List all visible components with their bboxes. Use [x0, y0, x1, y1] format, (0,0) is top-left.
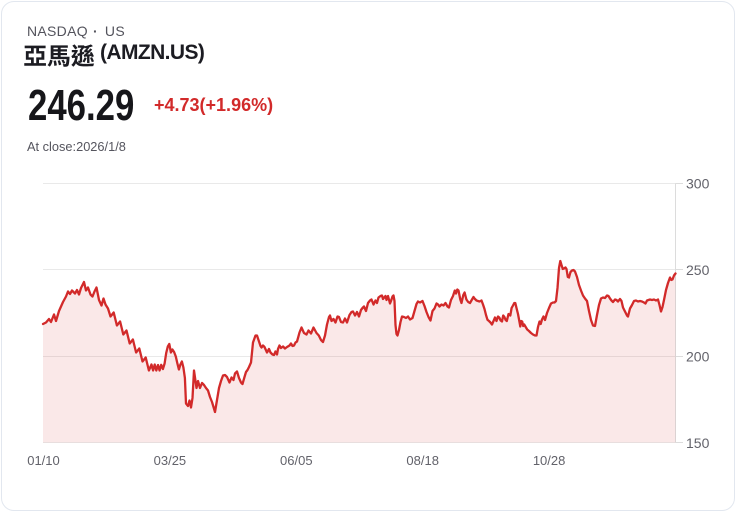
- svg-text:01/10: 01/10: [27, 453, 60, 468]
- svg-text:250: 250: [686, 262, 710, 278]
- svg-text:03/25: 03/25: [154, 453, 187, 468]
- svg-text:300: 300: [686, 176, 710, 192]
- svg-text:06/05: 06/05: [280, 453, 313, 468]
- svg-text:10/28: 10/28: [533, 453, 566, 468]
- svg-text:150: 150: [686, 435, 710, 451]
- svg-text:200: 200: [686, 349, 710, 365]
- svg-text:08/18: 08/18: [406, 453, 439, 468]
